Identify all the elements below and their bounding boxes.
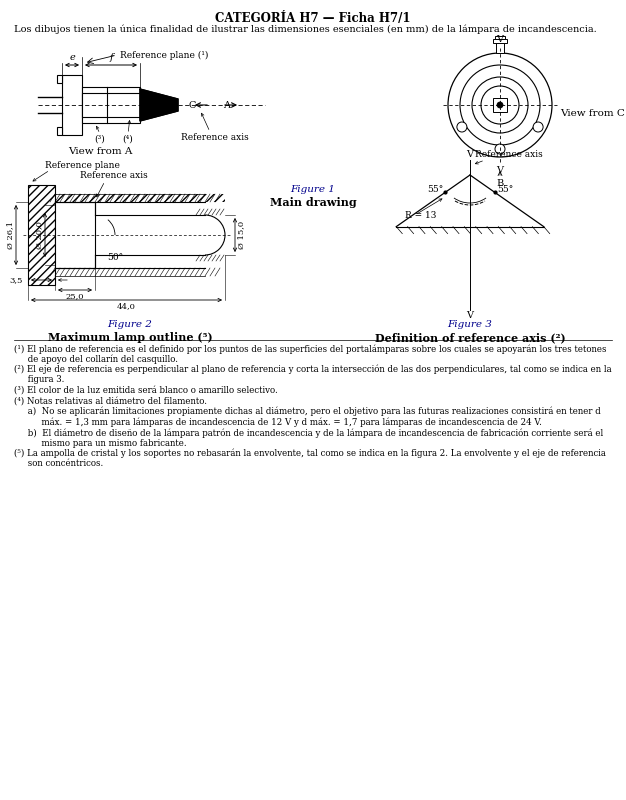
Text: 50°: 50° xyxy=(107,253,123,262)
Bar xyxy=(55,202,95,268)
Text: máx. = 1,3 mm para lámparas de incandescencia de 12 V y d máx. = 1,7 para lámpar: máx. = 1,3 mm para lámparas de incandesc… xyxy=(14,418,542,427)
Text: Figure 3: Figure 3 xyxy=(448,320,493,329)
Bar xyxy=(57,127,62,135)
Text: 55°: 55° xyxy=(497,185,513,194)
Text: mismo para un mismo fabricante.: mismo para un mismo fabricante. xyxy=(14,438,187,447)
Text: 44,0: 44,0 xyxy=(117,302,136,310)
Circle shape xyxy=(495,144,505,154)
Text: B: B xyxy=(496,179,504,188)
Text: Ø 20,0: Ø 20,0 xyxy=(35,221,43,249)
Bar xyxy=(82,93,107,117)
Bar xyxy=(62,75,82,135)
Text: (²) El eje de referencia es perpendicular al plano de referencia y corta la inte: (²) El eje de referencia es perpendicula… xyxy=(14,365,612,374)
Text: Figure 1: Figure 1 xyxy=(290,185,336,194)
Text: (³) El color de la luz emitida será blanco o amarillo selectivo.: (³) El color de la luz emitida será blan… xyxy=(14,386,278,395)
Bar xyxy=(57,75,62,83)
Text: Definition of reference axis (²): Definition of reference axis (²) xyxy=(375,332,565,343)
Bar xyxy=(496,41,504,53)
Text: CATEGORÍA H7 — Ficha H7/1: CATEGORÍA H7 — Ficha H7/1 xyxy=(215,12,411,25)
Text: (³): (³) xyxy=(95,135,105,144)
Text: (¹) El plano de referencia es el definido por los puntos de las superficies del : (¹) El plano de referencia es el definid… xyxy=(14,344,607,354)
Text: b)  El diámetro de diseño de la lámpara patrón de incandescencia y de la lámpara: b) El diámetro de diseño de la lámpara p… xyxy=(14,428,603,438)
Circle shape xyxy=(533,122,543,132)
Text: a)  No se aplicarán limitaciones propiamente dichas al diámetro, pero el objetiv: a) No se aplicarán limitaciones propiame… xyxy=(14,407,601,417)
Circle shape xyxy=(448,53,552,157)
Text: Reference plane (¹): Reference plane (¹) xyxy=(120,50,208,59)
Bar xyxy=(493,98,507,112)
Circle shape xyxy=(497,102,503,108)
Text: Maximum lamp outline (⁵): Maximum lamp outline (⁵) xyxy=(48,332,212,343)
Circle shape xyxy=(457,122,467,132)
Text: Reference axis: Reference axis xyxy=(80,171,148,180)
Polygon shape xyxy=(140,89,178,121)
Text: (⁴): (⁴) xyxy=(123,135,133,144)
Text: Reference plane: Reference plane xyxy=(45,161,120,170)
Text: figura 3.: figura 3. xyxy=(14,375,64,385)
Text: Figure 2: Figure 2 xyxy=(108,320,153,329)
Text: V: V xyxy=(496,166,503,175)
Text: Reference axis: Reference axis xyxy=(181,133,249,142)
Text: 3,5: 3,5 xyxy=(9,276,23,284)
Circle shape xyxy=(472,77,528,133)
Text: Reference axis: Reference axis xyxy=(475,150,543,159)
Text: View from A: View from A xyxy=(68,147,132,156)
Bar xyxy=(493,39,507,43)
Text: f: f xyxy=(109,53,113,62)
Text: son concéntricos.: son concéntricos. xyxy=(14,459,103,469)
Text: Main drawing: Main drawing xyxy=(270,197,356,208)
Text: View from C: View from C xyxy=(560,109,625,118)
Text: de apoyo del collarín del casquillo.: de apoyo del collarín del casquillo. xyxy=(14,354,178,364)
Bar xyxy=(82,87,140,123)
Text: Ø 15,0: Ø 15,0 xyxy=(237,221,245,249)
Text: V: V xyxy=(466,311,473,320)
Text: Los dibujos tienen la única finalidad de ilustrar las dimensiones esenciales (en: Los dibujos tienen la única finalidad de… xyxy=(14,25,597,34)
Text: (⁵) La ampolla de cristal y los soportes no rebasarán la envolvente, tal como se: (⁵) La ampolla de cristal y los soportes… xyxy=(14,449,606,458)
Text: (⁴) Notas relativas al diámetro del filamento.: (⁴) Notas relativas al diámetro del fila… xyxy=(14,397,207,406)
Text: 55°: 55° xyxy=(427,185,443,194)
Text: Ø 26,1: Ø 26,1 xyxy=(6,221,14,249)
Circle shape xyxy=(481,86,519,124)
Bar xyxy=(28,185,55,285)
Text: C: C xyxy=(188,101,196,110)
Text: V: V xyxy=(496,35,503,44)
Bar xyxy=(55,194,225,202)
Text: e: e xyxy=(69,53,75,62)
Text: A: A xyxy=(223,101,230,110)
Text: R = 13: R = 13 xyxy=(405,210,436,219)
Text: V: V xyxy=(466,150,473,159)
Circle shape xyxy=(460,65,540,145)
Bar xyxy=(495,36,505,39)
Text: 25,0: 25,0 xyxy=(66,292,85,300)
